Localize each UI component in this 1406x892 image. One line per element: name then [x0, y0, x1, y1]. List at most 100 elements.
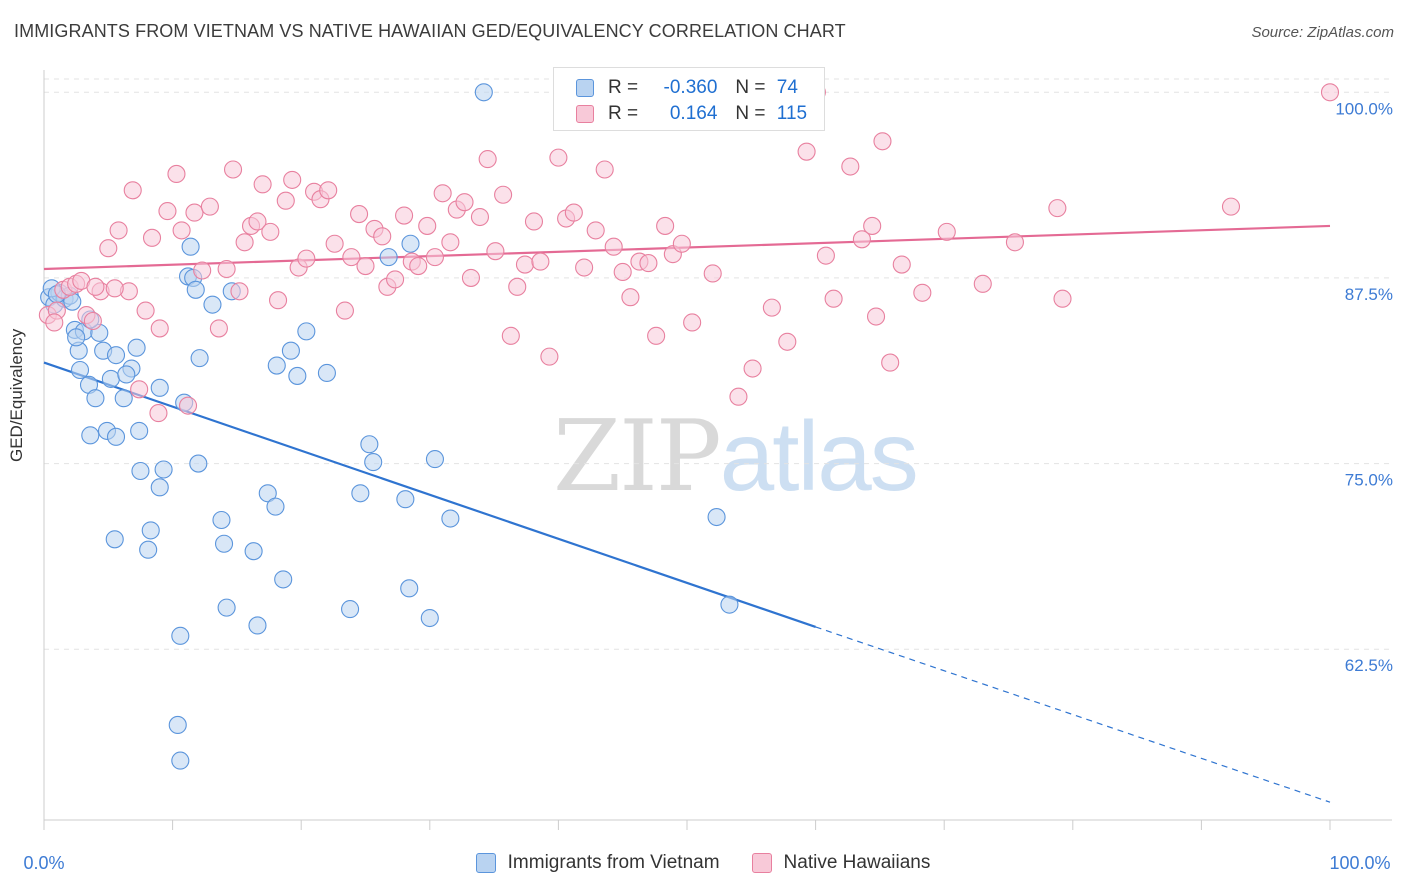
hawaiian-point [841, 157, 860, 176]
n-value: 74 [776, 77, 798, 98]
vietnam-point [274, 570, 293, 589]
vietnam-point [168, 715, 187, 735]
watermark-zip: ZIP [553, 400, 722, 514]
hawaiian-point [913, 283, 932, 302]
hawaiian-point [575, 258, 594, 277]
hawaiian-point [478, 150, 497, 169]
hawaiian-point [373, 227, 392, 246]
hawaiian-point [123, 181, 142, 200]
vietnam-point [360, 435, 379, 454]
hawaiian-point [1053, 289, 1072, 308]
hawaiian-point [99, 239, 118, 258]
hawaiian-point [672, 234, 691, 253]
hawaiian-point [172, 221, 191, 240]
hawaiian-point [325, 234, 344, 253]
hawaiian-point [613, 262, 632, 282]
hawaiian-point [433, 184, 452, 203]
vietnam-point [441, 509, 460, 528]
vietnam-point [189, 454, 208, 473]
hawaiian-point [549, 148, 568, 167]
hawaiian-point [149, 404, 168, 423]
hawaiian-point [395, 206, 414, 225]
n-label: N = [735, 77, 766, 98]
n-label: N = [735, 103, 766, 124]
hawaiian-point [142, 228, 162, 247]
vietnam-point [217, 598, 236, 617]
hawaiian-point [217, 259, 236, 279]
hawaiian-point [797, 142, 816, 161]
hawaiian-point [45, 313, 64, 332]
vietnam-point [181, 237, 200, 256]
vietnam-point [341, 600, 360, 619]
stats-row-vietnam: R = -0.360 N = 74 [576, 77, 798, 99]
hawaiian-point [501, 326, 520, 345]
hawaiian-point [1320, 83, 1340, 102]
vietnam-point [203, 295, 222, 314]
vietnam-point [364, 453, 383, 472]
watermark-atlas: atlas [719, 401, 919, 511]
hawaiian-point [350, 205, 369, 224]
hawaiian-point [656, 216, 675, 235]
hawaiian-point [873, 132, 892, 151]
vietnam-point [67, 328, 86, 347]
hawaiian-point [261, 222, 280, 241]
hawaiian-point [586, 221, 605, 240]
vietnam-point [101, 369, 120, 388]
hawaiian-point [486, 242, 505, 261]
hawaiian-point [455, 193, 474, 212]
hawaiian-point [83, 311, 102, 331]
hawaiian-point [524, 212, 544, 231]
hawaiian-point [167, 164, 186, 184]
vietnam-point [130, 421, 149, 440]
vietnam-point [396, 490, 415, 509]
hawaiian-point [743, 359, 762, 378]
source-note: Source: ZipAtlas.com [1251, 24, 1394, 41]
vietnam-point [131, 461, 150, 481]
hawaiian-point [342, 248, 361, 267]
vietnam-point [105, 530, 124, 549]
hawaiian-point [639, 254, 658, 273]
hawaiian-point [729, 387, 748, 406]
vietnam-point [379, 248, 398, 267]
hawaiian-point [158, 202, 177, 221]
hawaiian-point [683, 313, 702, 332]
hawaiian-point [863, 216, 882, 235]
hawaiian-point [937, 222, 956, 241]
r-label: R = [608, 77, 639, 98]
hawaiian-point [508, 277, 527, 296]
hawaiian-point [564, 203, 583, 222]
x-tick-label: 0.0% [23, 853, 64, 873]
hawaiian-point [409, 256, 428, 276]
r-label: R = [608, 103, 639, 124]
hawaiian-point [647, 326, 666, 345]
hawaiian-point [441, 233, 460, 252]
hawaiian-point [185, 203, 204, 222]
vietnam-point [317, 363, 336, 383]
vietnam-point [114, 389, 133, 408]
vietnam-point [106, 346, 126, 365]
vietnam-point [186, 280, 205, 299]
hawaiian-point [1221, 197, 1241, 216]
hawaiian-point [595, 160, 614, 179]
hawaiian-point [276, 191, 295, 210]
hawaiian-point [852, 230, 871, 249]
x-tick-label: 100.0% [1329, 853, 1390, 873]
vietnam-point [400, 579, 419, 598]
hawaiian-point [105, 279, 124, 298]
hawaiian-point [209, 319, 228, 338]
hawaiian-point [703, 264, 722, 283]
y-tick-label: 87.5% [1345, 285, 1393, 304]
y-tick-label: 100.0% [1335, 99, 1393, 118]
vietnam-point [117, 365, 136, 384]
vietnam-point [127, 338, 146, 357]
vietnam-point [70, 360, 90, 380]
vietnam-point [248, 616, 267, 635]
data-points [38, 83, 1340, 770]
hawaiian-point [470, 207, 490, 227]
vietnam-point [81, 426, 100, 445]
legend-item-vietnam: Immigrants from Vietnam [475, 852, 720, 874]
hawaiian-point [816, 246, 835, 265]
vietnam-point [401, 234, 420, 253]
hawaiian-point [248, 212, 267, 231]
hawaiian-point [1048, 199, 1067, 218]
